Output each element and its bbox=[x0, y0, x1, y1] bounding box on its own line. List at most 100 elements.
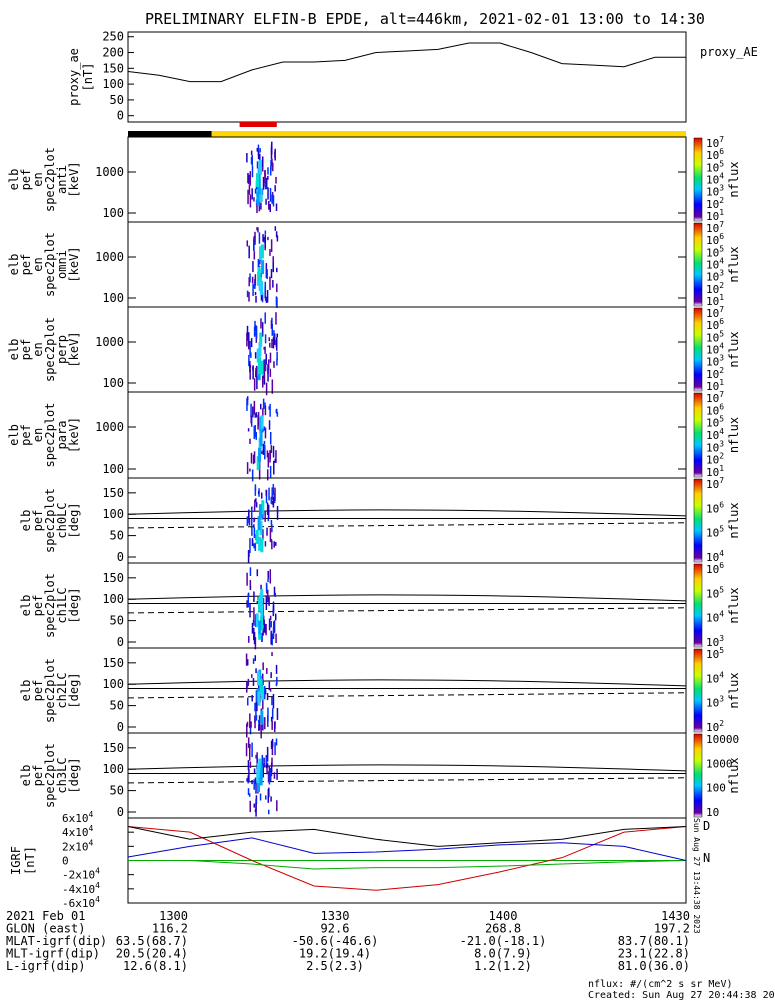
spectrogram-pixel bbox=[276, 359, 278, 366]
spectrogram-pixel bbox=[262, 597, 265, 604]
spectrogram-pixel bbox=[270, 269, 273, 279]
spectrogram-pixel bbox=[264, 402, 266, 409]
spectrogram-pixel bbox=[274, 721, 276, 729]
spectrogram-ylabel: en bbox=[31, 172, 45, 186]
spectrogram-pixel bbox=[270, 630, 272, 645]
spectrogram-pixel bbox=[275, 738, 278, 746]
spectrogram-core-pixel bbox=[256, 456, 260, 471]
colorbar-tick-label: 101 bbox=[706, 293, 724, 308]
spectrogram-pixel bbox=[255, 412, 258, 418]
spectrogram-pixel bbox=[247, 678, 250, 686]
colorbar-tick-label: 105 bbox=[706, 329, 724, 344]
spectrogram-pixel bbox=[249, 744, 251, 749]
colorbar-tick-label: 106 bbox=[706, 402, 724, 417]
spectrogram-pixel bbox=[249, 579, 252, 588]
spectrogram-pixel bbox=[269, 187, 272, 202]
spectrogram-pixel bbox=[276, 267, 278, 273]
spectrogram-pixel bbox=[271, 744, 274, 756]
spectrogram-ylabel: pef bbox=[19, 339, 33, 361]
spectrogram-pixel bbox=[271, 194, 273, 204]
spectrogram-ylabel: ch0LC bbox=[55, 502, 69, 538]
spectrogram-pixel bbox=[252, 658, 255, 664]
spectrogram-pixel bbox=[271, 633, 273, 646]
spectrogram-pixel bbox=[270, 762, 273, 772]
spectrogram-pixel bbox=[270, 445, 273, 453]
spectrogram-pixel bbox=[269, 352, 272, 363]
colorbar-label: nflux bbox=[727, 331, 741, 367]
spectrogram-pixel bbox=[268, 201, 270, 210]
spectrogram-pixel bbox=[261, 450, 263, 454]
proxy-ae-ytick-label: 0 bbox=[117, 109, 124, 123]
colorbar-label: nflux bbox=[727, 417, 741, 453]
spectrogram-pixel bbox=[253, 400, 256, 415]
spectrogram-pixel bbox=[253, 527, 256, 538]
spectrogram-core-pixel bbox=[256, 173, 260, 188]
bar-yellow bbox=[211, 131, 686, 137]
spectrogram-pixel bbox=[252, 678, 255, 686]
orbit-row-value: 1400 bbox=[489, 909, 518, 923]
spectrogram-pixel bbox=[262, 615, 265, 625]
spectrogram-pixel bbox=[265, 489, 267, 496]
spectrogram-frame bbox=[127, 477, 687, 564]
orbit-row-value: 2.5(2.3) bbox=[306, 959, 364, 973]
spectrogram-pixel bbox=[250, 156, 253, 165]
spectrogram-ylabel: elb bbox=[7, 169, 21, 191]
spectrogram-pixel bbox=[262, 512, 264, 520]
spectrogram-pixel bbox=[267, 809, 270, 815]
colorbar-tick-label: 102 bbox=[706, 366, 724, 381]
anti-loss-cone-curve bbox=[127, 522, 687, 529]
spectrogram-pixel bbox=[264, 346, 266, 354]
spectrogram-pixel bbox=[270, 160, 272, 171]
orbit-row-label: MLT-igrf(dip) bbox=[6, 947, 100, 961]
spectrogram-pixel bbox=[269, 276, 271, 290]
spectrogram-pixel bbox=[266, 668, 268, 674]
spectrogram-pixel bbox=[254, 487, 257, 496]
spectrogram-pixel bbox=[253, 517, 256, 521]
colorbar-tick-label: 103 bbox=[706, 184, 724, 199]
spectrogram-pixel bbox=[267, 359, 270, 369]
spectrogram-pixel bbox=[246, 723, 248, 738]
spectrogram-data bbox=[245, 652, 279, 739]
spectrogram-pixel bbox=[264, 445, 266, 460]
spectrogram-ytick-label: 50 bbox=[110, 529, 124, 543]
orbit-row-value: 83.7(80.1) bbox=[618, 934, 690, 948]
proxy-ae-ytick-label: 100 bbox=[102, 77, 124, 91]
colorbar-tick-label: 107 bbox=[706, 476, 724, 491]
spectrogram-pixel bbox=[265, 582, 268, 592]
colorbar-tick-label: 107 bbox=[706, 135, 724, 150]
spectrogram-pixel bbox=[267, 367, 269, 382]
spectrogram-pixel bbox=[267, 517, 270, 522]
orbit-row-value: -50.6(-46.6) bbox=[292, 934, 379, 948]
spectrogram-pixel bbox=[246, 325, 249, 341]
spectrogram-pixel bbox=[261, 292, 264, 303]
spectrogram-ylabel: spec2plot bbox=[43, 488, 57, 553]
spectrogram-pixel bbox=[263, 757, 265, 768]
spectrogram-pixel bbox=[271, 487, 273, 500]
spectrogram-ytick-label: 150 bbox=[102, 571, 124, 585]
spectrogram-pixel bbox=[249, 713, 251, 729]
spectrogram-pixel bbox=[253, 524, 255, 528]
spectrogram-pixel bbox=[261, 322, 264, 337]
spectrogram-core-pixel bbox=[260, 603, 264, 618]
colorbar-tick-label: 103 bbox=[706, 439, 724, 454]
spectrogram-pixel bbox=[273, 361, 275, 368]
spectrogram-pixel bbox=[275, 450, 277, 463]
spectrogram-pixel bbox=[247, 189, 249, 205]
spectrogram-pixel bbox=[247, 173, 249, 184]
spectrogram-pixel bbox=[249, 171, 252, 186]
spectrogram-pixel bbox=[271, 757, 273, 767]
spectrogram-pixel bbox=[247, 593, 250, 608]
spectrogram-ytick-label: 100 bbox=[102, 507, 124, 521]
spectrogram-pixel bbox=[249, 273, 251, 283]
spectrogram-ytick-label: 100 bbox=[102, 376, 124, 390]
anti-loss-cone-curve bbox=[127, 607, 687, 614]
spectrogram-core-pixel bbox=[258, 620, 262, 635]
colorbar bbox=[693, 648, 703, 733]
spectrogram-pixel bbox=[268, 596, 270, 606]
spectrogram-pixel bbox=[253, 505, 256, 512]
spectrogram-pixel bbox=[264, 230, 267, 235]
colorbar bbox=[693, 137, 703, 222]
proxy-ae-unit: [nT] bbox=[81, 63, 95, 92]
spectrogram-ylabel: elb bbox=[19, 595, 33, 617]
colorbar-tick-label: 104 bbox=[706, 172, 724, 187]
